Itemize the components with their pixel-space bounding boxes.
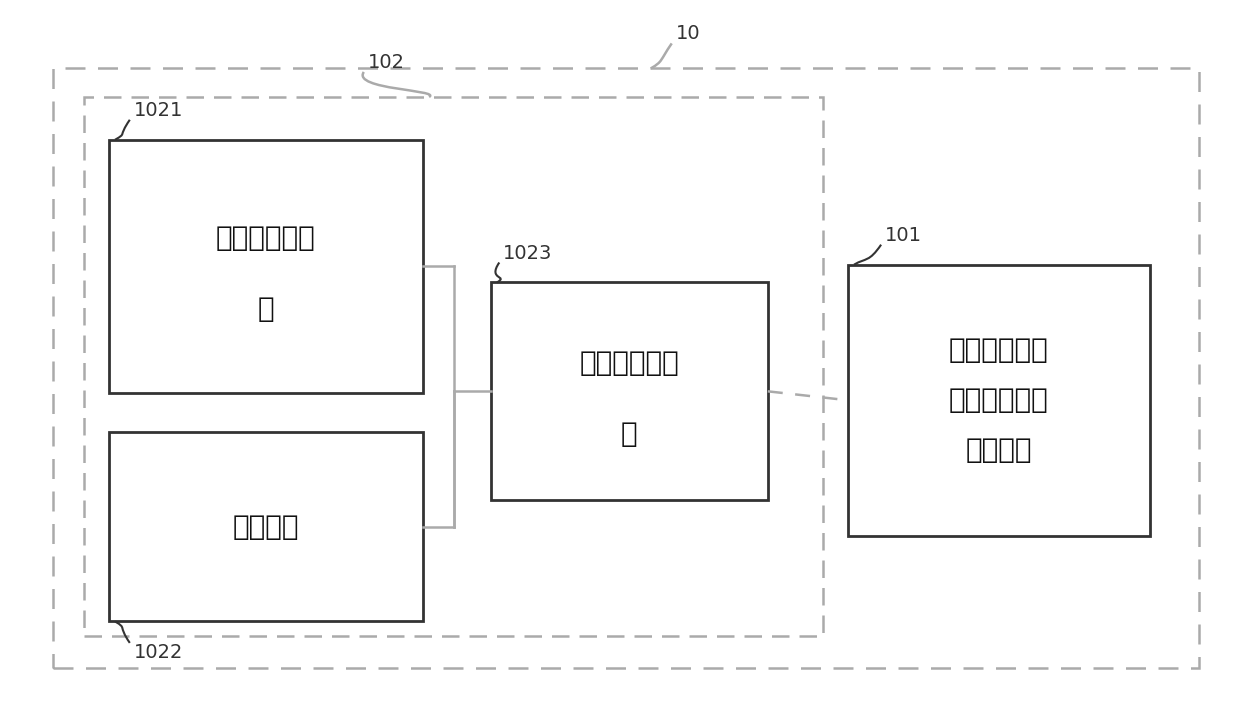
Text: 应用于车载监: 应用于车载监 — [949, 336, 1049, 365]
Text: 102: 102 — [367, 53, 404, 72]
Text: 块: 块 — [258, 295, 274, 323]
Text: 车载控制模块: 车载控制模块 — [216, 224, 316, 252]
Text: 块: 块 — [621, 420, 637, 448]
Text: 101: 101 — [885, 226, 921, 245]
Text: 提取电路: 提取电路 — [966, 436, 1032, 464]
Text: 控设备的数据: 控设备的数据 — [949, 386, 1049, 414]
Bar — [53, 69, 1199, 668]
Text: 1022: 1022 — [134, 643, 182, 662]
Bar — [109, 432, 423, 622]
Bar — [84, 97, 823, 636]
Text: 1021: 1021 — [134, 101, 182, 120]
Bar — [848, 265, 1149, 536]
Text: 10: 10 — [676, 25, 701, 43]
Bar — [109, 140, 423, 393]
Text: 第三接口模块: 第三接口模块 — [579, 349, 680, 377]
Text: 供电模块: 供电模块 — [233, 513, 299, 541]
Text: 1023: 1023 — [503, 243, 552, 263]
Bar — [491, 282, 768, 500]
